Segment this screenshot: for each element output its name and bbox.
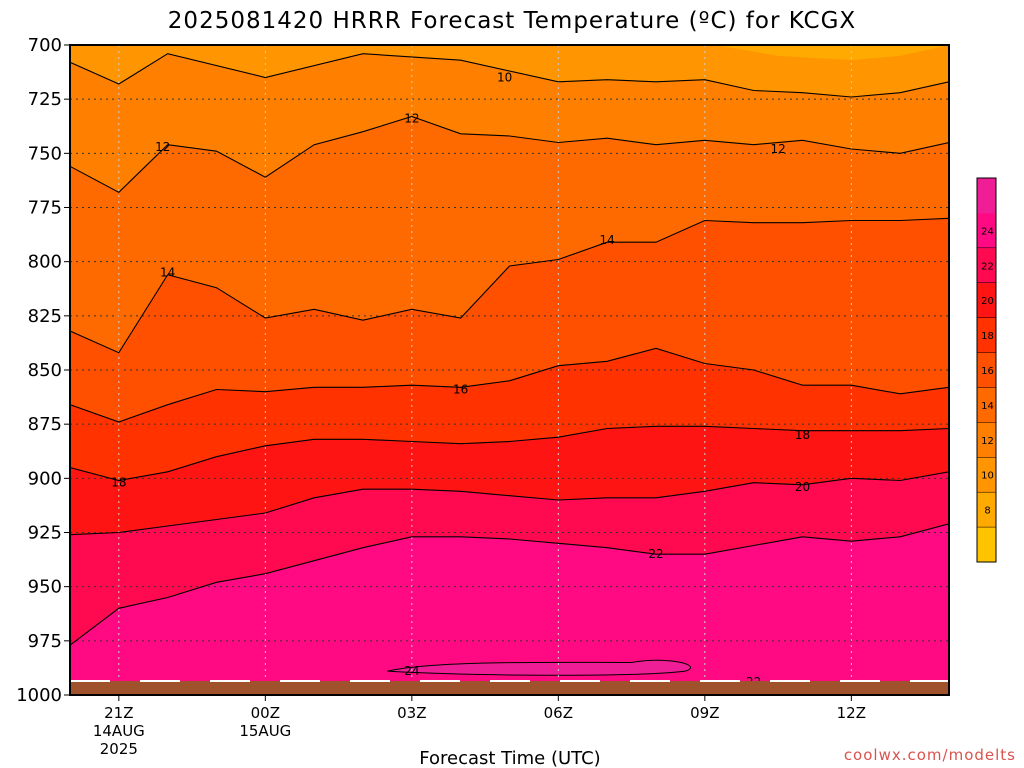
isotherm-14 — [70, 217, 949, 354]
isotherm-label-24: 24 — [404, 664, 419, 678]
colorbar-label: 10 — [981, 471, 994, 482]
isotherm-label-12: 12 — [404, 112, 419, 126]
ground-band — [70, 681, 949, 695]
x-tick-date: 15AUG — [239, 722, 291, 740]
colorbar-segment — [977, 317, 996, 354]
y-tick-label: 850 — [28, 360, 62, 381]
colorbar: 8 10 12 14 16 18 20 22 24 — [976, 177, 997, 563]
y-axis: 700 725 750 775 800 825 850 875 900 925 950 975 1000 — [16, 35, 70, 706]
x-tick-label: 12Z — [837, 704, 866, 722]
y-tick-label: 1000 — [16, 685, 62, 706]
isotherm-label-16: 16 — [453, 383, 468, 397]
y-tick-label: 725 — [28, 89, 62, 110]
y-tick-label: 925 — [28, 523, 62, 544]
colorbar-label: 16 — [981, 366, 994, 377]
x-tick-date: 14AUG — [93, 722, 145, 740]
colorbar-segment — [977, 527, 996, 563]
isotherm-label-20: 20 — [795, 480, 810, 494]
x-tick-label: 21Z — [104, 704, 133, 722]
band-8-10 — [714, 45, 949, 61]
colorbar-segment — [977, 247, 996, 284]
colorbar-frame — [976, 177, 997, 563]
colorbar-label: 20 — [981, 296, 994, 307]
grid-lines — [70, 45, 949, 695]
colorbar-label: 22 — [981, 261, 994, 272]
colorbar-segment — [977, 422, 996, 458]
y-tick-label: 950 — [28, 577, 62, 598]
isotherm-22 — [70, 523, 949, 646]
isotherm-label-22: 22 — [648, 547, 663, 561]
x-tick-label: 09Z — [690, 704, 719, 722]
chart-title: 2025081420 HRRR Forecast Temperature (ºC… — [168, 8, 856, 34]
y-tick-label: 875 — [28, 414, 62, 435]
isotherm-label-14: 14 — [600, 233, 615, 247]
isotherm-10 — [70, 53, 949, 98]
isotherm-label-18: 18 — [111, 476, 126, 490]
credit-text: coolwx.com/modelts — [844, 746, 1016, 764]
colorbar-segment — [977, 212, 996, 249]
colorbar-label: 24 — [981, 226, 994, 237]
isotherm-contours: 1012121214141618182022242422 — [70, 53, 949, 695]
isotherm-label-10: 10 — [497, 71, 512, 85]
isotherm-label-18: 18 — [795, 428, 810, 442]
isotherm-label-14: 14 — [160, 266, 175, 280]
colorbar-label: 12 — [981, 436, 994, 447]
isotherm-16 — [70, 347, 949, 423]
y-tick-label: 975 — [28, 631, 62, 652]
y-tick-label: 825 — [28, 306, 62, 327]
colorbar-segment — [977, 457, 996, 493]
colorbar-segment — [977, 178, 996, 214]
y-tick-label: 700 — [28, 35, 62, 56]
y-tick-label: 800 — [28, 252, 62, 273]
colorbar-label: 18 — [981, 331, 994, 342]
colorbar-segment — [977, 492, 996, 528]
temperature-fill — [70, 45, 949, 695]
isotherm-12 — [70, 115, 949, 193]
band-over-24 — [387, 659, 691, 676]
isotherm-18 — [70, 425, 949, 482]
y-tick-label: 775 — [28, 198, 62, 219]
isotherm-label-12: 12 — [770, 142, 785, 156]
ground-surface — [70, 680, 949, 695]
x-tick-label: 00Z — [251, 704, 280, 722]
colorbar-segment — [977, 352, 996, 388]
x-tick-year: 2025 — [100, 740, 138, 758]
y-tick-label: 900 — [28, 468, 62, 489]
colorbar-label: 8 — [984, 506, 990, 517]
isotherm-label-12: 12 — [155, 140, 170, 154]
colorbar-label: 14 — [981, 401, 994, 412]
colorbar-segment — [977, 282, 996, 319]
y-tick-label: 750 — [28, 143, 62, 164]
isotherm-20 — [70, 471, 949, 536]
x-tick-label: 06Z — [544, 704, 573, 722]
colorbar-segment — [977, 387, 996, 423]
x-axis-label: Forecast Time (UTC) — [419, 748, 600, 768]
x-tick-label: 03Z — [397, 704, 426, 722]
